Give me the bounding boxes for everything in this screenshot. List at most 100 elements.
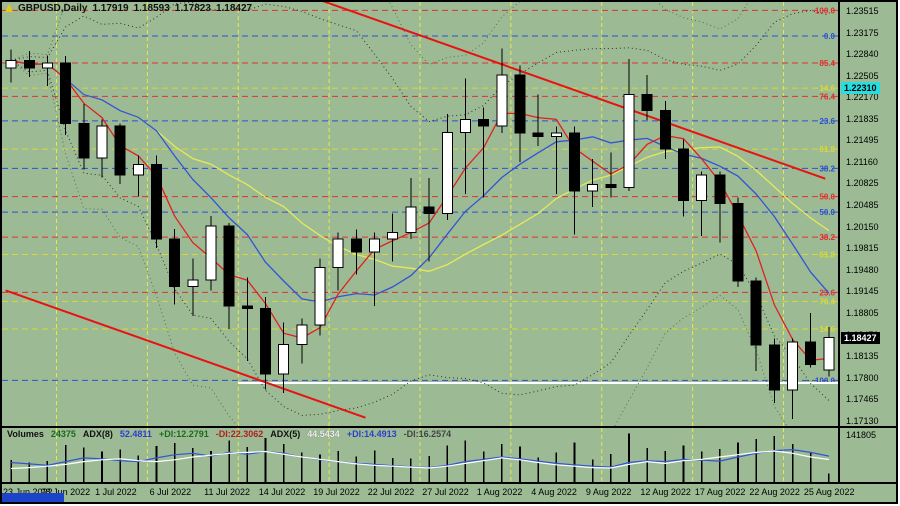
price-axis[interactable]: 1.22310 1.18427 1.23515 1.23175 1.22840 1.2… <box>840 2 896 426</box>
volumes-label: Volumes <box>7 429 44 439</box>
indicator-panel-canvas[interactable] <box>2 428 838 482</box>
candlestick <box>278 343 290 375</box>
fib-level-label: 23.6 <box>819 117 835 126</box>
volumes-value: 24375 <box>50 429 76 439</box>
fib-level-label: 61.8 <box>819 250 835 259</box>
fib-level-label: 61.8 <box>819 145 835 154</box>
price-axis-label: 1.22505 <box>846 70 879 81</box>
envelope-upper-line <box>10 2 749 66</box>
candlestick <box>41 62 53 69</box>
price-axis-label: 1.20485 <box>846 200 879 211</box>
price-axis-label: 1.22170 <box>846 92 879 103</box>
candlestick <box>605 183 617 189</box>
candlestick <box>750 280 762 346</box>
date-axis-label: 9 Aug 2022 <box>585 487 632 497</box>
date-axis-label: 22 Jul 2022 <box>367 487 415 497</box>
chart-title: GBPUSD,Daily 1.17919 1.18593 1.17823 1.18427 <box>5 3 257 14</box>
candlestick <box>60 62 72 124</box>
candlestick <box>5 59 17 69</box>
price-axis-label: 1.20150 <box>846 221 879 232</box>
adx8-minus-di: -DI:22.3062 <box>215 429 264 439</box>
price-axis-label: 1.19145 <box>846 286 879 297</box>
fib-level-label: 23.6 <box>819 288 835 297</box>
price-axis-label: 1.17130 <box>846 415 879 426</box>
watermark-strip <box>2 493 64 502</box>
price-axis-label: 1.18805 <box>846 308 879 319</box>
fib-price-marker: 1.22310 <box>841 82 880 95</box>
candlestick <box>314 266 326 326</box>
price-axis-label: 1.17465 <box>846 394 879 405</box>
candlestick <box>714 174 726 205</box>
panel-separator-bottom <box>2 482 896 484</box>
candlestick <box>241 305 253 309</box>
candlestick <box>732 203 744 282</box>
axis-separator-vertical <box>838 2 840 484</box>
fib-level-label: 0.0 <box>824 32 836 41</box>
price-axis-label: 1.21495 <box>846 135 879 146</box>
price-axis-label: 1.20825 <box>846 178 879 189</box>
fib-level-label: 14.6 <box>819 325 835 334</box>
candlestick <box>132 164 144 176</box>
volume-scale-label: 141805 <box>846 430 877 440</box>
adx5-line <box>11 450 829 470</box>
date-axis[interactable]: 23 Jun 2022 28 Jun 2022 1 Jul 2022 6 Jul 20… <box>2 484 896 502</box>
date-axis-label: 4 Aug 2022 <box>531 487 577 497</box>
date-axis-label: 17 Aug 2022 <box>694 487 746 497</box>
panel-separator-top[interactable] <box>2 426 896 428</box>
candlestick <box>441 131 453 214</box>
candlestick <box>659 110 671 150</box>
adx8-label: ADX(8) <box>82 429 113 439</box>
fib-level-label: 100.0 <box>815 376 836 385</box>
candlestick <box>223 225 235 307</box>
candlestick <box>405 206 417 234</box>
price-axis-label: 1.22840 <box>846 49 879 60</box>
candlestick <box>387 232 399 240</box>
candlestick <box>532 132 544 137</box>
date-axis-label: 23 Jun 2022 <box>3 487 53 497</box>
date-axis-label: 12 Aug 2022 <box>640 487 691 497</box>
date-axis-label: 1 Jul 2022 <box>95 487 137 497</box>
adx8-value: 52.4811 <box>119 429 152 439</box>
candlestick <box>623 94 635 189</box>
ohlc-close: 1.18427 <box>215 3 253 14</box>
adx5-value: 44.5434 <box>307 429 340 439</box>
candlestick <box>568 132 580 192</box>
adx5-plus-di: +DI:14.4913 <box>346 429 397 439</box>
price-chart-canvas[interactable]: 100.00.085.414.676.423.661.838.250.050.0… <box>2 2 838 426</box>
date-axis-label: 11 Jul 2022 <box>204 487 251 497</box>
current-price-marker: 1.18427 <box>841 331 880 344</box>
indicator-axis[interactable]: 141805 <box>840 428 896 482</box>
indicator-legend: Volumes 24375 ADX(8) 52.4811 +DI:12.2791 -DI:… <box>7 429 458 439</box>
ohlc-low: 1.17823 <box>174 3 211 14</box>
price-axis-label: 1.19480 <box>846 264 879 275</box>
candlestick <box>169 238 181 288</box>
candlestick <box>550 132 562 137</box>
date-axis-label: 25 Aug 2022 <box>803 487 855 497</box>
ohlc-open: 1.17919 <box>92 3 129 14</box>
candlestick <box>459 119 471 133</box>
candlestick <box>768 344 780 391</box>
candlestick <box>678 148 690 202</box>
bollinger-lower-line <box>10 60 830 416</box>
adx5-label: ADX(5) <box>270 429 301 439</box>
fib-level-label: 76.4 <box>819 92 835 101</box>
trendline <box>322 2 826 180</box>
price-axis-label: 1.23515 <box>846 5 879 16</box>
fib-level-label: 76.4 <box>819 297 835 306</box>
ma-red-line <box>10 59 829 361</box>
candlestick <box>696 174 708 202</box>
candlestick <box>350 238 362 253</box>
fib-level-label: 14.6 <box>819 84 835 93</box>
date-axis-label: 1 Aug 2022 <box>476 487 523 497</box>
candlestick <box>260 307 272 375</box>
candlestick <box>187 279 199 288</box>
candlestick <box>641 94 653 112</box>
date-axis-label: 14 Jul 2022 <box>258 487 306 497</box>
fib-level-label: 50.0 <box>819 208 835 217</box>
fib-level-label: 38.2 <box>819 233 835 242</box>
candlestick <box>496 74 508 127</box>
candlestick <box>823 337 835 371</box>
candlestick <box>423 206 435 214</box>
